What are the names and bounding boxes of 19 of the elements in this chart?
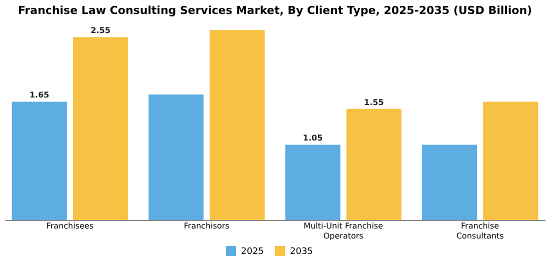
bar [210,30,265,220]
legend-label: 2035 [290,247,313,257]
x-tick-label: Franchise Consultants [456,222,504,240]
data-label: 1.55 [364,98,384,107]
data-label: 1.05 [302,134,324,143]
x-tick-label: Franchisees [46,222,94,230]
data-label: 1.65 [29,90,50,100]
x-tick-label: Franchisors [184,222,230,230]
chart-title: Franchise Law Consulting Services Market, By Client Type, 2025-2035 (USD Billion) [18,4,532,17]
legend-label: 2025 [241,247,264,257]
bar [285,144,340,220]
bar [12,102,67,220]
bar [422,144,478,220]
bar [483,102,538,220]
data-label: 2.55 [90,26,111,36]
bar [148,94,204,220]
x-tick-label: Multi-Unit Franchise Operators [304,222,384,240]
bar [346,108,402,220]
bar [72,37,128,220]
